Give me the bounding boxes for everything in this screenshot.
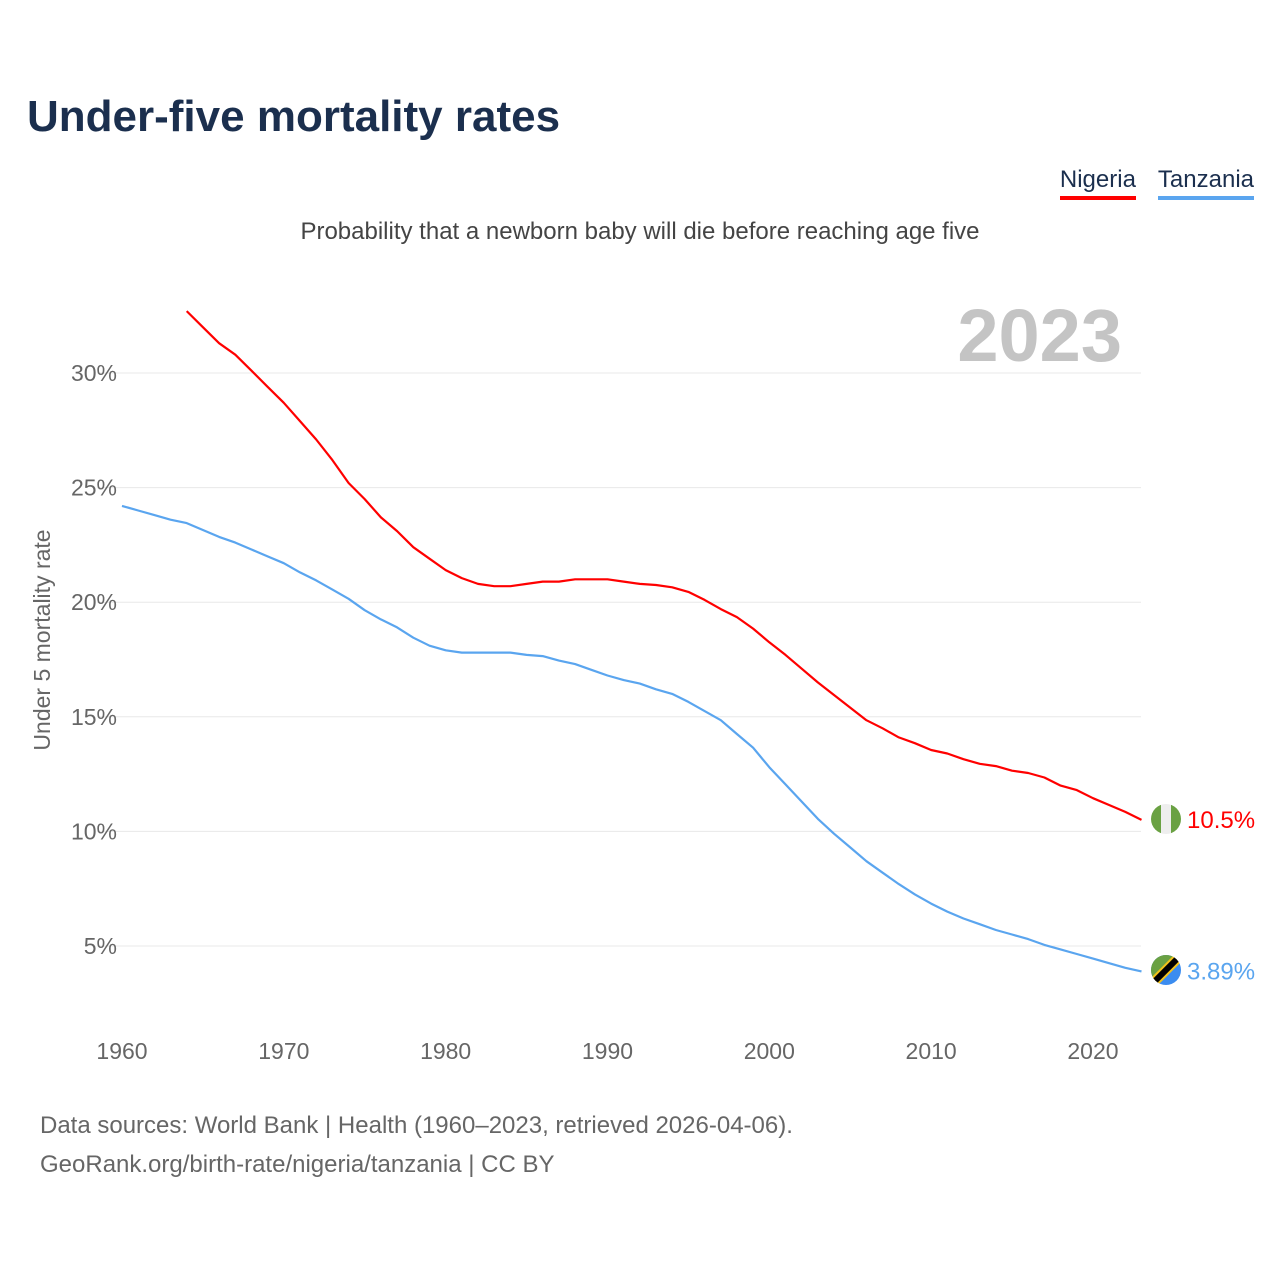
y-tick-label: 25%	[71, 475, 117, 501]
x-tick-label: 1990	[582, 1038, 633, 1064]
x-tick-label: 1980	[420, 1038, 471, 1064]
legend-item-tanzania[interactable]: Tanzania	[1157, 166, 1254, 200]
y-tick-label: 20%	[71, 589, 117, 615]
y-tick-label: 10%	[71, 818, 117, 844]
y-tick-label: 30%	[71, 360, 117, 386]
end-label-tanzania: 3.89%	[1187, 958, 1255, 985]
source-line-2[interactable]: GeoRank.org/birth-rate/nigeria/tanzania …	[40, 1151, 555, 1178]
y-tick-label: 15%	[71, 704, 117, 730]
x-tick-label: 1960	[96, 1038, 147, 1064]
y-tick-label: 5%	[84, 933, 117, 959]
source-line-1: Data sources: World Bank | Health (1960–…	[40, 1112, 793, 1139]
end-label-nigeria: 10.5%	[1187, 807, 1255, 834]
chart-title: Under-five mortality rates	[27, 92, 561, 141]
x-tick-label: 2000	[744, 1038, 795, 1064]
legend-item-nigeria[interactable]: Nigeria	[1059, 166, 1136, 200]
series-line-tanzania	[121, 504, 1142, 973]
chart-subtitle: Probability that a newborn baby will die…	[300, 218, 980, 245]
legend: Nigeria Tanzania	[1059, 166, 1254, 200]
series-line-nigeria	[185, 310, 1142, 821]
nigeria-flag-icon	[1151, 804, 1181, 834]
tanzania-flag-icon	[1151, 955, 1181, 985]
y-axis-label: Under 5 mortality rate	[29, 529, 55, 750]
x-tick-label: 1970	[258, 1038, 309, 1064]
source-note: Data sources: World Bank | Health (1960–…	[40, 1106, 793, 1184]
year-label: 2023	[957, 294, 1122, 377]
x-tick-label: 2010	[906, 1038, 957, 1064]
x-tick-label: 2020	[1067, 1038, 1118, 1064]
